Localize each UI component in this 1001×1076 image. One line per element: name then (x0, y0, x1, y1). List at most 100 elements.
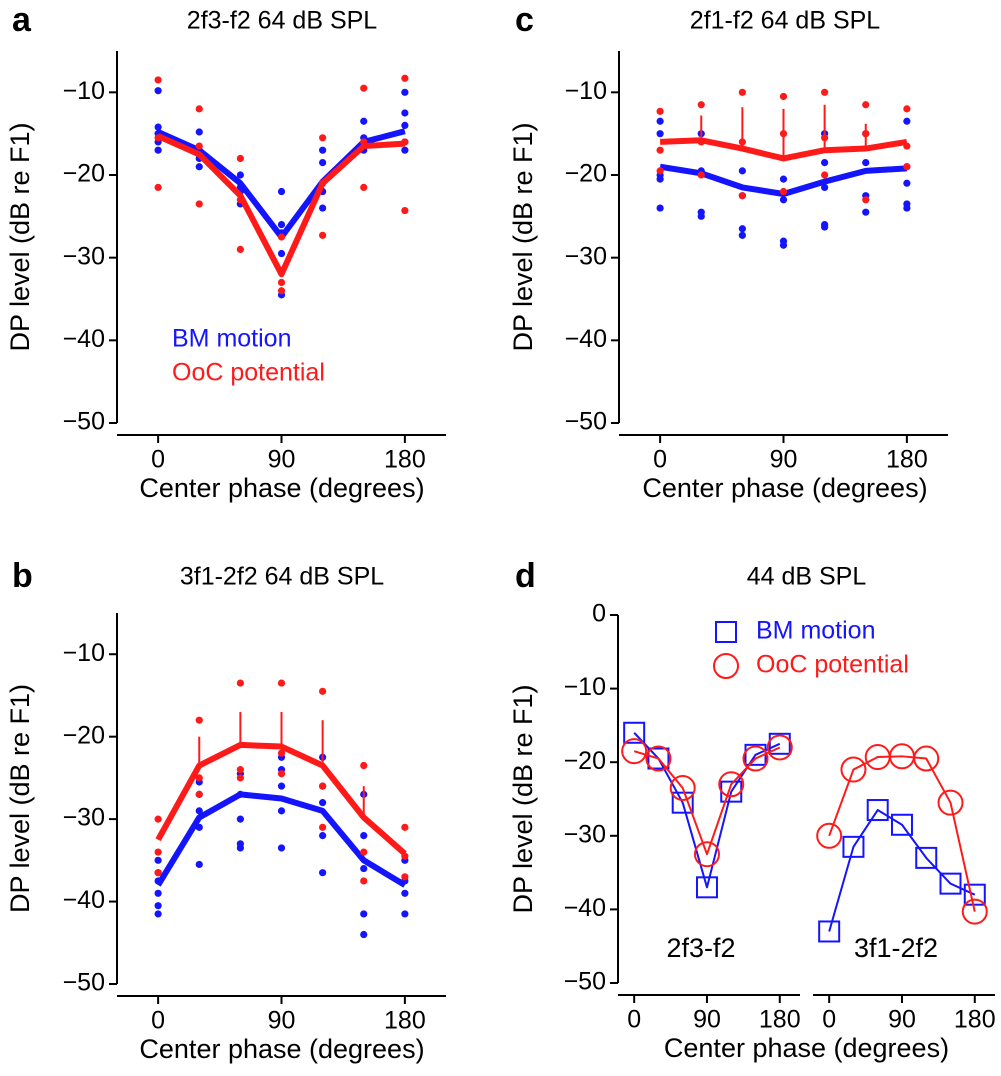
chart-title: 3f1-2f2 64 dB SPL (180, 563, 384, 591)
y-tick-label: −40 (565, 325, 607, 353)
data-dot (195, 790, 203, 798)
data-dot (360, 84, 368, 92)
y-tick-label: −10 (63, 77, 105, 105)
data-dot (154, 123, 162, 131)
panel-letter: a (12, 1, 32, 39)
series-line (155, 791, 407, 888)
data-dot (903, 179, 911, 187)
data-dot (195, 163, 203, 171)
series-line (633, 746, 781, 856)
chart-title: 2f1-f2 64 dB SPL (690, 7, 881, 35)
data-dot (195, 105, 203, 113)
data-dot (154, 146, 162, 154)
data-dot (779, 175, 788, 183)
data-dot (236, 245, 244, 253)
data-dot (903, 163, 911, 171)
x-axis-label: Center phase (degrees) (664, 1033, 949, 1063)
data-dot (862, 101, 870, 109)
data-dot (738, 192, 746, 200)
x-tick-label: 0 (151, 446, 165, 474)
y-axis-label: DP level (dB re F1) (5, 122, 35, 351)
data-dot (277, 782, 286, 790)
data-dot (360, 848, 368, 856)
x-tick-label: 0 (822, 1006, 836, 1034)
data-dot (821, 159, 829, 167)
data-dot (656, 167, 664, 175)
data-dot (656, 130, 664, 138)
y-tick-label: −40 (564, 894, 606, 922)
square-marker (890, 813, 913, 836)
data-dot (656, 175, 664, 183)
legend-marker (715, 621, 737, 643)
panel-letter: c (515, 1, 534, 39)
data-dot (779, 92, 788, 101)
circle-marker (961, 898, 988, 925)
data-dot (903, 105, 911, 113)
data-dot (195, 128, 203, 136)
data-dot (656, 146, 664, 154)
data-dot (236, 774, 244, 782)
data-dot (319, 869, 327, 877)
data-dot (319, 134, 327, 142)
data-dot (319, 146, 327, 154)
y-tick-label: −10 (564, 673, 606, 701)
data-dot (360, 930, 368, 939)
data-dot (154, 183, 162, 191)
data-dot (401, 206, 409, 215)
x-tick-label: 180 (759, 1006, 801, 1034)
data-dot (360, 183, 368, 191)
data-dot (319, 204, 327, 212)
y-tick-label: −10 (63, 639, 105, 667)
data-dot (697, 171, 705, 179)
square-marker (818, 920, 841, 943)
data-dot (154, 889, 162, 897)
y-tick-label: −50 (63, 408, 105, 436)
square-marker (939, 872, 962, 895)
data-dot (697, 101, 705, 109)
x-tick-label: 0 (653, 446, 667, 474)
data-dot (779, 196, 788, 204)
data-dot (360, 864, 368, 873)
y-tick-label: −20 (63, 160, 105, 188)
data-dot (779, 187, 788, 196)
y-tick-label: −30 (63, 804, 105, 832)
data-dot (195, 200, 203, 208)
data-dot (821, 223, 829, 231)
data-dot (319, 231, 327, 239)
data-dot (738, 167, 746, 175)
data-dot (401, 74, 409, 82)
data-dot (697, 212, 705, 220)
data-dot (360, 761, 368, 770)
data-dot (319, 823, 327, 831)
y-tick-label: −40 (63, 325, 105, 353)
y-tick-label: −30 (564, 820, 606, 848)
legend-label: OoC potential (172, 359, 325, 387)
data-dot (401, 146, 409, 154)
data-dot (862, 159, 870, 167)
data-dot (862, 196, 870, 204)
data-dot (277, 221, 286, 229)
circle-marker (840, 756, 867, 783)
circle-marker (693, 841, 720, 868)
chart-title: 44 dB SPL (747, 563, 867, 591)
square-marker (695, 876, 718, 899)
x-tick-label: 0 (151, 1007, 165, 1035)
x-tick-label: 90 (888, 1006, 916, 1034)
series-line (828, 809, 976, 932)
data-dot (360, 832, 368, 840)
y-tick-label: −20 (564, 747, 606, 775)
series-line (660, 137, 908, 162)
data-dot (277, 233, 286, 241)
data-dot (236, 815, 244, 823)
series-line (156, 133, 406, 278)
x-axis-label: Center phase (degrees) (642, 473, 927, 503)
y-tick-label: −20 (63, 721, 105, 749)
y-tick-label: −30 (565, 242, 607, 270)
y-tick-label: −30 (63, 242, 105, 270)
y-axis-label: DP level (dB re F1) (5, 684, 35, 913)
circle-marker (937, 789, 964, 816)
x-axis-label: Center phase (degrees) (139, 473, 424, 503)
x-tick-label: 90 (268, 446, 296, 474)
series-line (155, 741, 407, 856)
data-dot (738, 88, 746, 96)
